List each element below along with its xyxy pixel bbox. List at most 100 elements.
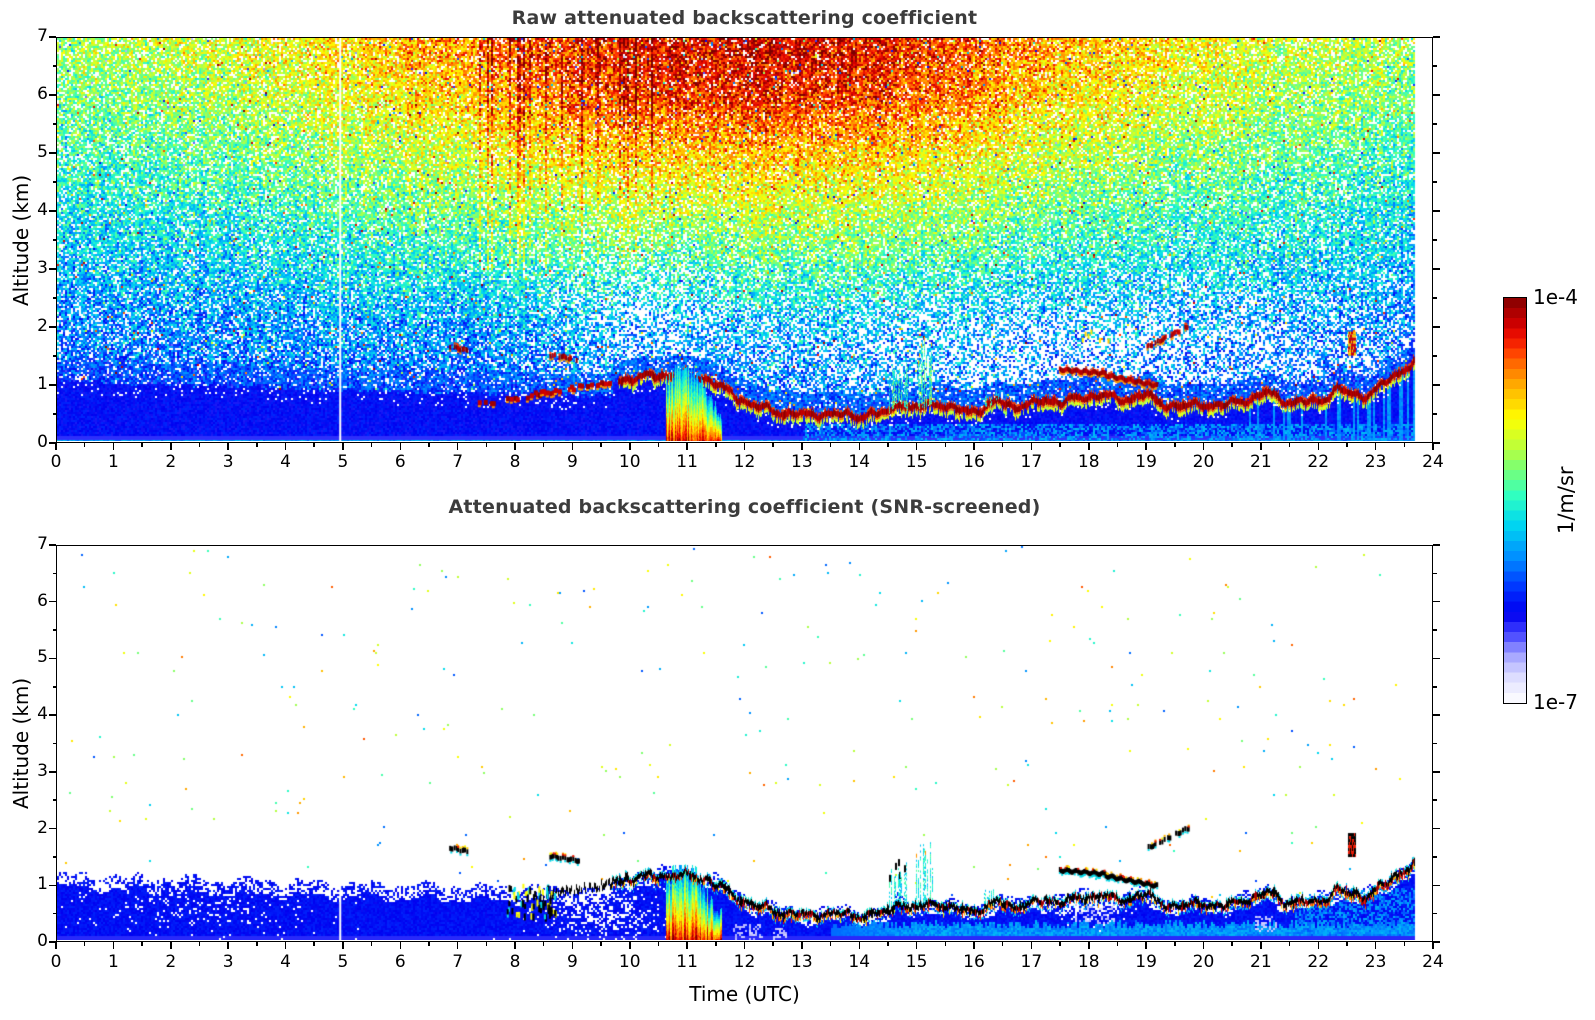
- x-tick-label: 1: [107, 952, 119, 972]
- x-axis-tick: [1059, 443, 1061, 447]
- x-axis-tick: [1174, 443, 1176, 447]
- y-axis-tick: [49, 771, 56, 773]
- y-axis-tick-right: [1433, 657, 1440, 660]
- x-tick-label: 10: [618, 952, 641, 972]
- x-axis-tick: [1346, 942, 1348, 946]
- x-axis-tick: [829, 443, 832, 447]
- y-axis-tick: [52, 572, 56, 575]
- x-axis-tick: [399, 443, 401, 450]
- y-axis-tick-right: [1433, 65, 1437, 67]
- y-tick-label: 6: [37, 590, 48, 611]
- y-axis-tick-right: [1433, 413, 1437, 415]
- y-tick-label: 7: [37, 26, 48, 46]
- y-axis-tick-right: [1433, 355, 1437, 357]
- x-axis-tick: [83, 443, 86, 447]
- x-axis-tick: [456, 942, 459, 949]
- x-axis-tick: [944, 443, 947, 447]
- x-tick-label: 2: [165, 952, 177, 972]
- x-axis-tick: [715, 443, 717, 447]
- y-axis-tick-right: [1433, 181, 1437, 183]
- x-axis-tick: [1432, 443, 1434, 450]
- y-axis-tick-right: [1433, 742, 1437, 745]
- x-tick-label: 6: [394, 452, 406, 472]
- y-axis-tick-right: [1433, 600, 1440, 603]
- x-axis-tick: [772, 443, 774, 447]
- x-tick-label: 16: [963, 452, 985, 472]
- y-axis-tick: [52, 686, 56, 688]
- x-axis-tick: [715, 942, 717, 946]
- x-axis-tick: [1317, 942, 1319, 949]
- x-axis-tick: [1374, 443, 1377, 450]
- x-axis-tick: [657, 942, 660, 946]
- x-axis-tick: [1202, 942, 1205, 949]
- y-axis-tick-right: [1433, 94, 1440, 96]
- x-axis-tick: [1374, 942, 1377, 949]
- x-axis-tick: [1317, 443, 1319, 450]
- y-tick-label: 2: [37, 817, 48, 838]
- x-axis-tick: [1145, 443, 1147, 450]
- x-tick-label: 21: [1250, 452, 1272, 472]
- y-axis-tick: [52, 912, 56, 915]
- x-tick-label: 14: [848, 952, 871, 972]
- x-tick-label: 0: [50, 952, 62, 972]
- x-axis-tick: [514, 443, 516, 450]
- x-tick-label: 9: [566, 452, 578, 472]
- y-axis-tick-right: [1433, 210, 1440, 212]
- x-axis-tick: [399, 942, 401, 949]
- x-tick-label: 11: [676, 452, 698, 472]
- x-axis-tick: [313, 443, 315, 447]
- y-axis-tick-right: [1433, 912, 1437, 915]
- y-tick-label: 1: [37, 874, 48, 895]
- x-axis-tick: [227, 443, 229, 450]
- x-axis-tick: [1432, 942, 1434, 949]
- x-axis-tick: [801, 942, 803, 949]
- x-axis-tick: [342, 443, 344, 450]
- x-axis-tick: [1001, 443, 1004, 447]
- x-tick-label: 11: [676, 952, 698, 972]
- y-axis-tick-right: [1433, 268, 1440, 270]
- x-tick-label: 3: [222, 952, 234, 972]
- y-axis-tick: [52, 65, 56, 67]
- colorbar-max-label: 1e-4: [1533, 285, 1578, 309]
- y-axis-tick: [49, 36, 56, 38]
- x-axis-tick: [657, 443, 660, 447]
- x-tick-label: 17: [1020, 952, 1043, 972]
- y-axis-tick-right: [1433, 384, 1440, 386]
- x-axis-tick: [1288, 942, 1291, 946]
- x-axis-tick: [1288, 443, 1291, 447]
- y-axis-tick: [52, 629, 56, 631]
- raw-heatmap-canvas: [57, 38, 1431, 441]
- x-tick-label: 24: [1422, 452, 1444, 472]
- x-axis-tick: [456, 443, 459, 450]
- x-tick-label: 0: [50, 452, 62, 472]
- x-tick-label: 22: [1307, 952, 1330, 972]
- y-axis-tick: [52, 297, 56, 299]
- x-tick-label: 14: [848, 452, 871, 472]
- x-axis-tick: [1030, 443, 1033, 450]
- x-axis-tick: [887, 942, 889, 946]
- colorbar-min-label: 1e-7: [1533, 690, 1578, 714]
- x-tick-label: 19: [1135, 952, 1157, 972]
- x-axis-tick: [370, 443, 373, 447]
- colorbar-unit-label: 1/m/sr: [1554, 466, 1578, 535]
- x-axis-tick: [542, 443, 545, 447]
- x-axis-tick: [1116, 942, 1119, 946]
- y-tick-label: 7: [37, 534, 48, 554]
- x-axis-tick: [944, 942, 947, 946]
- x-axis-tick: [1231, 942, 1233, 946]
- x-tick-label: 13: [791, 452, 813, 472]
- y-axis-tick-right: [1433, 686, 1437, 688]
- y-axis-tick-right: [1433, 442, 1440, 444]
- x-tick-label: 8: [509, 952, 521, 972]
- x-tick-label: 18: [1077, 452, 1100, 472]
- y-axis-tick-right: [1433, 152, 1440, 154]
- x-axis-label: Time (UTC): [689, 982, 800, 1006]
- x-axis-tick: [1403, 443, 1406, 447]
- x-tick-label: 24: [1422, 952, 1444, 972]
- x-axis-tick: [1403, 942, 1406, 946]
- x-axis-tick: [686, 942, 688, 949]
- x-axis-tick: [1260, 942, 1262, 949]
- x-axis-tick: [55, 942, 57, 949]
- x-axis-tick: [112, 942, 115, 949]
- y-axis-tick: [49, 152, 56, 154]
